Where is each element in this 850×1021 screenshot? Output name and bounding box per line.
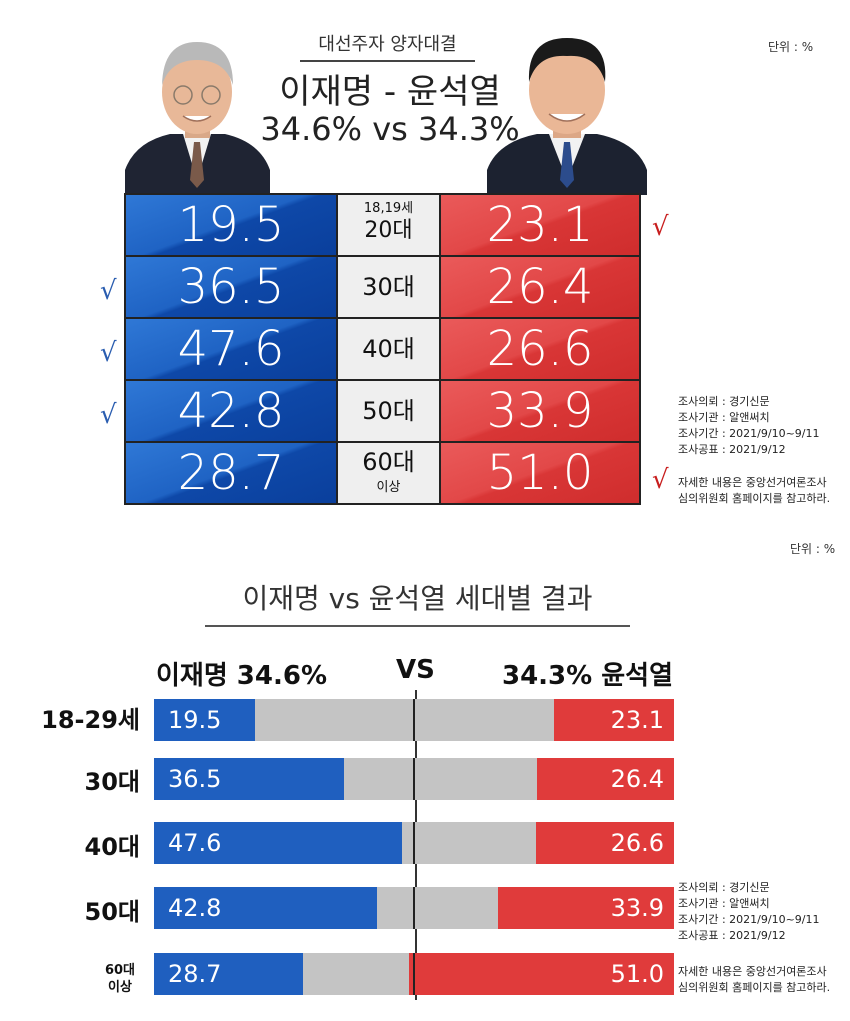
bar-right-label: 23.1 [610,706,664,734]
survey-note-line: 심의위원회 홈페이지를 참고하라. [678,981,831,994]
center-tick [413,953,415,995]
check-mark-icon: √ [100,400,117,430]
survey-info: 조사의뢰 : 경기신문 조사기관 : 알앤써치 조사기간 : 2021/9/10… [678,394,820,458]
center-tick [413,699,415,741]
bar-left-label: 36.5 [168,765,222,793]
age-main: 20대 [364,218,413,243]
bar-right-label: 26.4 [610,765,664,793]
age-main: 30대 [362,273,415,301]
page-title: 이재명 - 윤석열 [279,72,501,112]
age-grid: 19.5 18,19세 20대 23.1 36.5 30대 26.4 47.6 … [124,193,641,505]
age-main: 50대 [362,397,415,425]
survey-info-line: 조사기관 : 알앤써치 [678,897,770,910]
bar-right [497,887,674,929]
survey-note-line: 자세한 내용은 중앙선거여론조사 [678,476,827,489]
grid-row: 19.5 18,19세 20대 23.1 [126,195,639,257]
row-label: 40대 [84,833,140,861]
survey-info: 조사의뢰 : 경기신문 조사기관 : 알앤써치 조사기간 : 2021/9/10… [678,880,820,944]
survey-info-line: 조사의뢰 : 경기신문 [678,395,770,408]
grid-row: 42.8 50대 33.9 [126,381,639,443]
bar-row: 28.7 51.0 [154,953,674,995]
overall-percent: 34.6% vs 34.3% [260,110,520,148]
header-vs: VS [396,655,435,685]
subtitle: 대선주자 양자대결 [300,30,475,62]
check-mark-icon: √ [100,276,117,306]
grid-row: 36.5 30대 26.4 [126,257,639,319]
candidate-left-photo [125,30,270,195]
right-value: 51.0 [441,443,639,503]
survey-note: 자세한 내용은 중앙선거여론조사 심의위원회 홈페이지를 참고하라. [678,475,830,507]
grid-row: 47.6 40대 26.6 [126,319,639,381]
age-main: 40대 [362,335,415,363]
check-mark-icon: √ [100,338,117,368]
bar-left [154,887,377,929]
age-cell: 60대 이상 [338,443,441,503]
candidate-right-photo [487,30,647,195]
bar-right [535,822,674,864]
survey-note-line: 심의위원회 홈페이지를 참고하라. [678,492,831,505]
bar-left [154,953,304,995]
left-value: 42.8 [126,381,338,441]
bar-right [536,758,674,800]
left-value: 36.5 [126,257,338,317]
bar-left [154,699,256,741]
bar-left-label: 47.6 [168,829,222,857]
survey-note: 자세한 내용은 중앙선거여론조사 심의위원회 홈페이지를 참고하라. [678,964,830,996]
survey-info-line: 조사공표 : 2021/9/12 [678,443,786,456]
age-bottom: 이상 [376,480,401,495]
survey-info-line: 조사공표 : 2021/9/12 [678,929,786,942]
right-value: 23.1 [441,195,639,255]
left-value: 47.6 [126,319,338,379]
age-cell: 50대 [338,381,441,441]
survey-info-line: 조사기간 : 2021/9/10~9/11 [678,427,820,440]
row-label: 60대 이상 [98,962,142,996]
bar-right-label: 51.0 [610,960,664,988]
bar-row: 36.5 26.4 [154,758,674,800]
left-value: 28.7 [126,443,338,503]
right-value: 33.9 [441,381,639,441]
bar-row: 19.5 23.1 [154,699,674,741]
header-left: 이재명 34.6% [156,661,328,691]
bar-left-label: 19.5 [168,706,222,734]
bar-left-label: 28.7 [168,960,222,988]
center-tick [413,758,415,800]
age-cell: 40대 [338,319,441,379]
row-label: 50대 [84,898,140,926]
row-label: 18-29세 [41,706,140,734]
bar-right [408,953,674,995]
bar-right-label: 33.9 [610,894,664,922]
bar-row: 42.8 33.9 [154,887,674,929]
bar-right [553,699,674,741]
unit-label: 단위 : % [768,40,814,54]
header-right: 34.3% 윤석열 [502,661,674,691]
survey-info-line: 조사기관 : 알앤써치 [678,411,770,424]
age-cell: 30대 [338,257,441,317]
survey-note-line: 자세한 내용은 중앙선거여론조사 [678,965,827,978]
age-main: 60대 [362,448,415,476]
right-value: 26.6 [441,319,639,379]
bar-row: 47.6 26.6 [154,822,674,864]
row-label: 30대 [84,768,140,796]
grid-row: 28.7 60대 이상 51.0 [126,443,639,503]
bar-left [154,758,344,800]
right-value: 26.4 [441,257,639,317]
age-cell: 18,19세 20대 [338,195,441,255]
bar-left-label: 42.8 [168,894,222,922]
chart-title: 이재명 vs 윤석열 세대별 결과 [205,577,630,627]
survey-info-line: 조사기간 : 2021/9/10~9/11 [678,913,820,926]
check-mark-icon: √ [652,212,669,242]
row-label-line: 60대 [104,963,136,978]
age-top: 18,19세 [363,201,414,216]
row-label-line: 이상 [108,980,132,995]
bar-left [154,822,402,864]
center-tick [413,887,415,929]
check-mark-icon: √ [652,465,669,495]
center-tick [413,822,415,864]
unit-label: 단위 : % [790,542,836,556]
left-value: 19.5 [126,195,338,255]
survey-info-line: 조사의뢰 : 경기신문 [678,881,770,894]
bar-right-label: 26.6 [610,829,664,857]
